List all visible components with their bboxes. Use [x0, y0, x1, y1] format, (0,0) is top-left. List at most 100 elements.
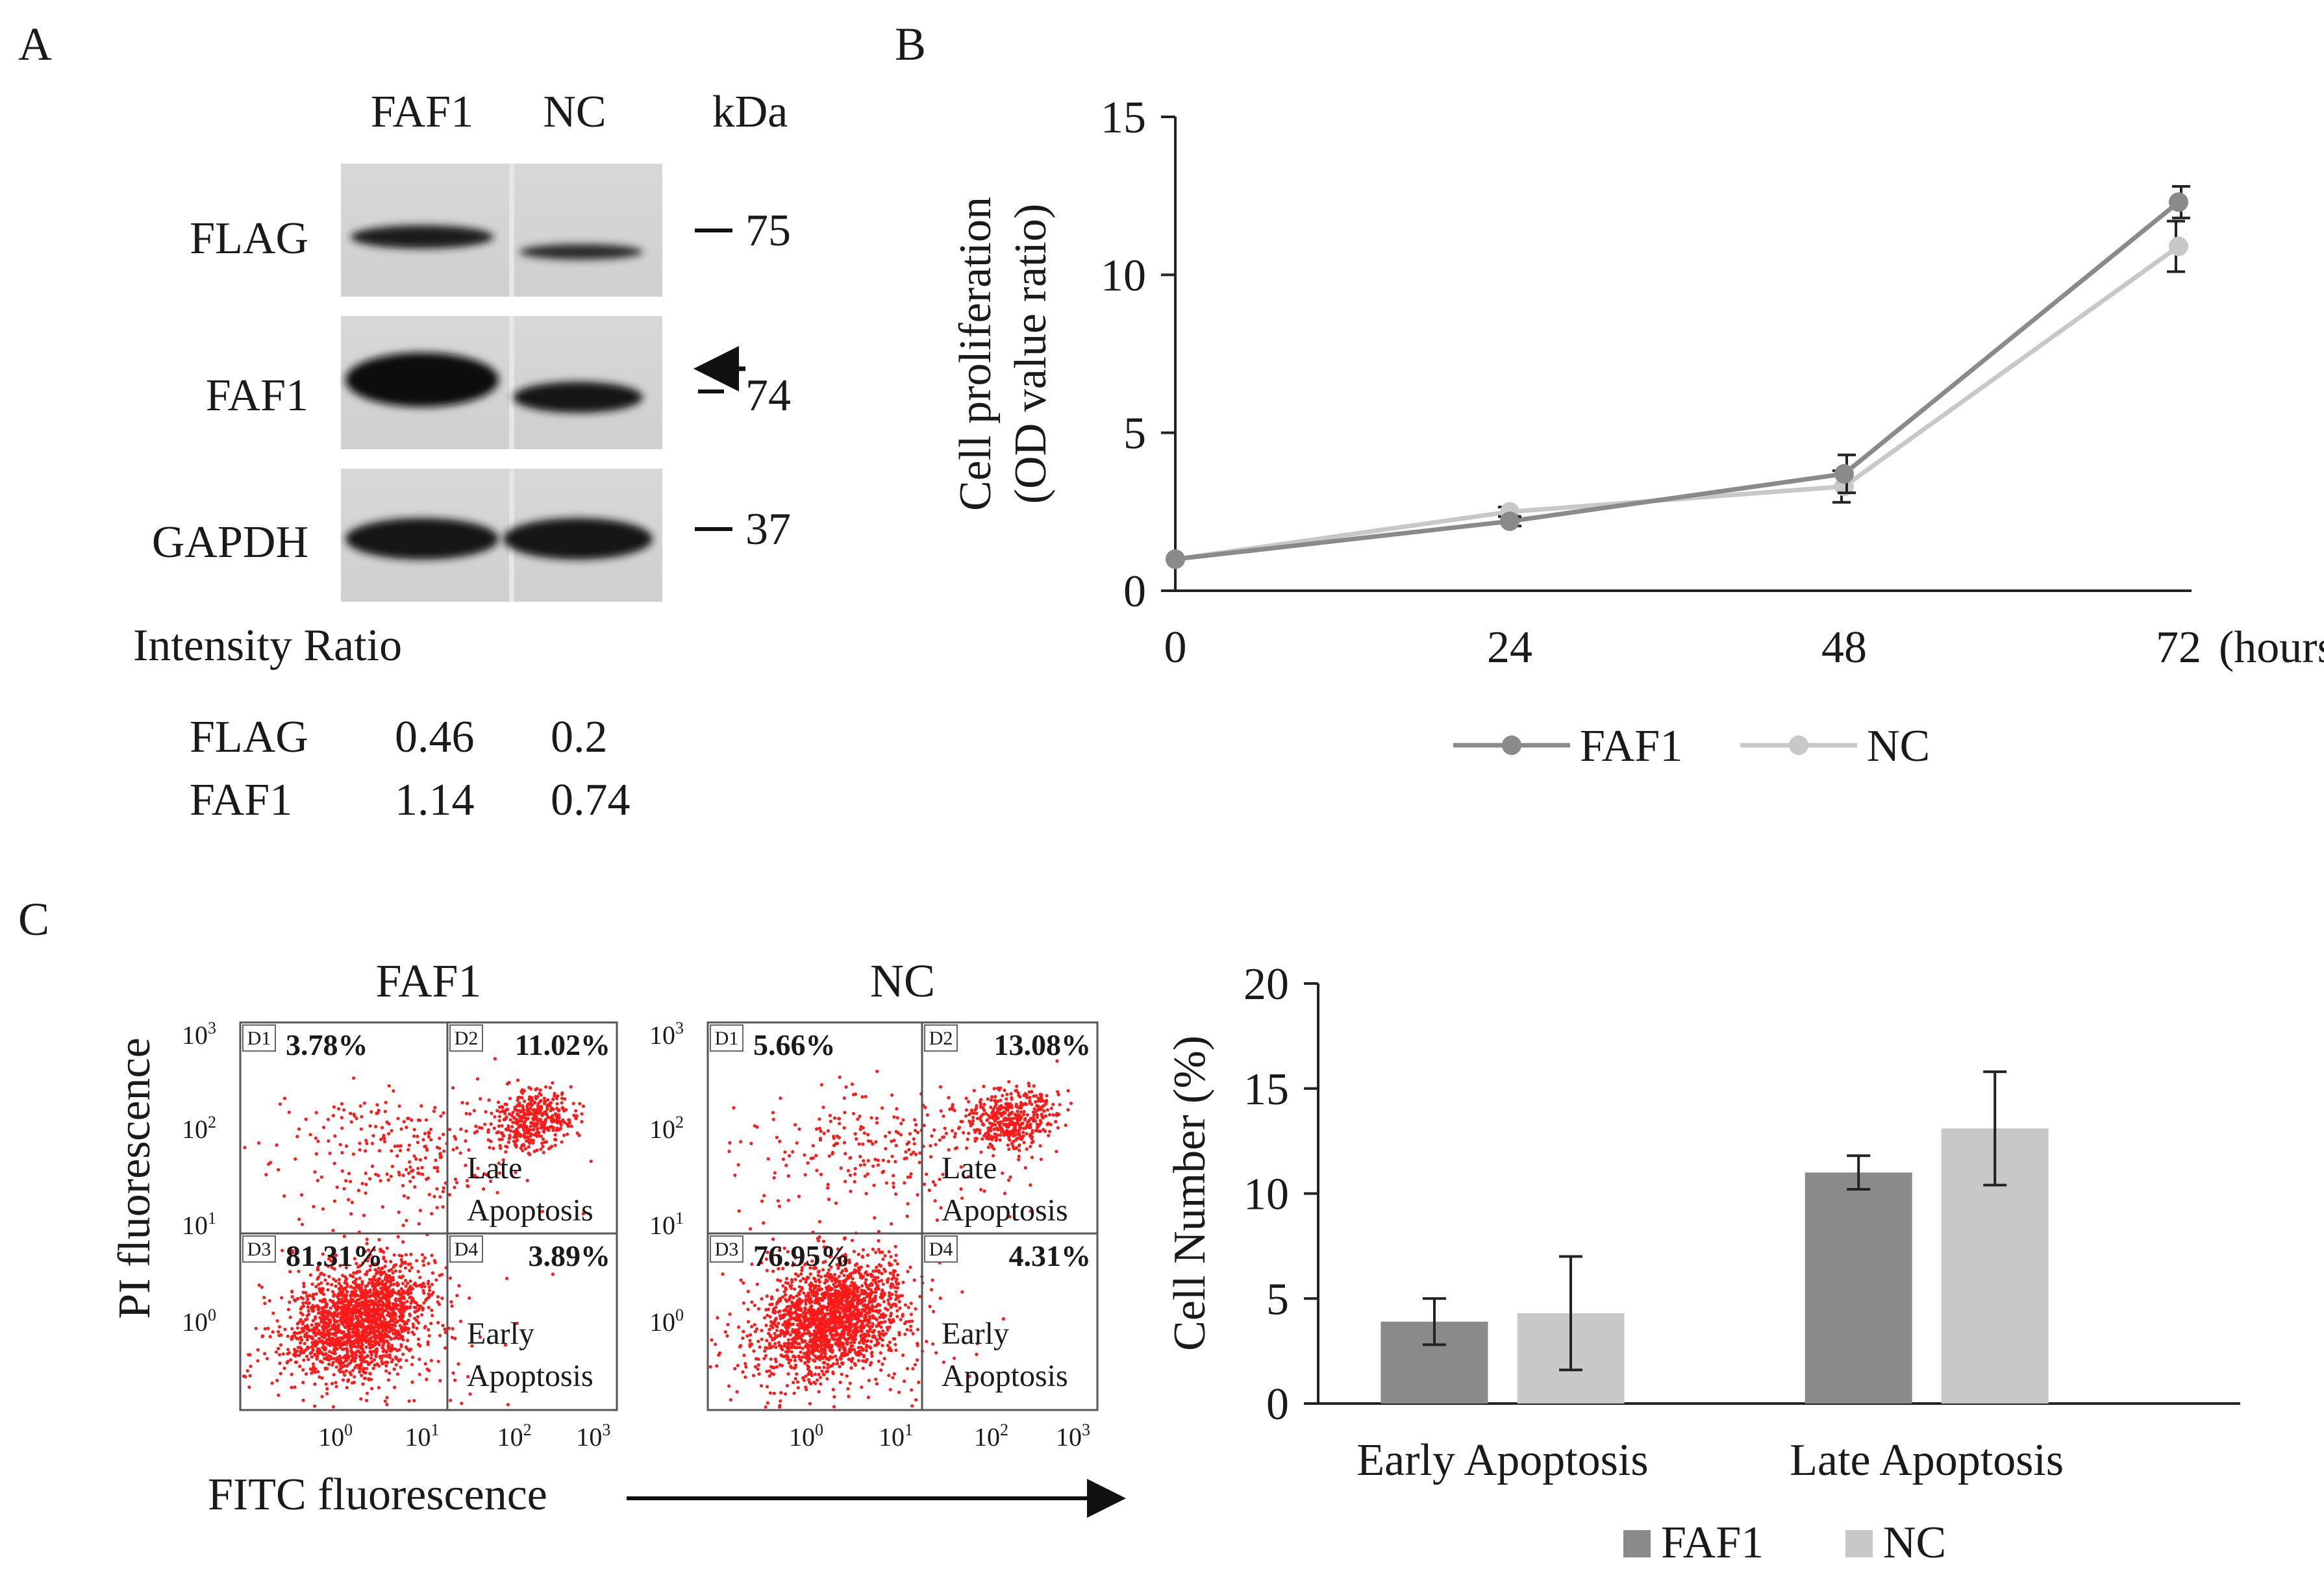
scatter-dot [830, 1363, 834, 1367]
scatter-dot [866, 1159, 870, 1163]
scatter-dot [303, 1342, 306, 1346]
scatter-dot [966, 1137, 969, 1141]
scatter-dot [853, 1167, 857, 1170]
scatter-dot [838, 1347, 842, 1351]
scatter-dot [1030, 1156, 1034, 1159]
scatter-dot [489, 1122, 493, 1126]
scatter-dot [419, 1285, 424, 1289]
scatter-dot [760, 1329, 764, 1333]
scatter-dot [795, 1141, 799, 1145]
scatter-dot [1027, 1084, 1031, 1088]
scatter-dot [377, 1278, 381, 1281]
scatter-dot [1014, 1129, 1018, 1133]
scatter-dot [999, 1107, 1003, 1111]
scatter-dot [1035, 1122, 1039, 1126]
scatter-dot [832, 1116, 837, 1120]
scatter-dot [531, 1098, 534, 1102]
scatter-dot [784, 1163, 788, 1167]
scatter-dot [364, 1345, 368, 1349]
scatter-dot [862, 1303, 866, 1307]
scatter-dot [779, 1353, 783, 1357]
scatter-dot [836, 1247, 840, 1251]
scatter-dot [1055, 1150, 1058, 1154]
scatter-dot [880, 1279, 884, 1283]
scatter-dot [381, 1344, 385, 1348]
scatter-dot [849, 1334, 853, 1338]
scatter-dot [430, 1212, 434, 1216]
scatter-dot [543, 1122, 547, 1126]
scatter-dot [838, 1318, 842, 1322]
scatter-dot [822, 1132, 826, 1135]
scatter-dot [512, 1115, 516, 1119]
scatter-dot [384, 1259, 388, 1263]
scatter-dot [808, 1324, 812, 1328]
scatter-dot [344, 1359, 347, 1363]
scatter-dot [892, 1273, 895, 1277]
scatter-dot [358, 1104, 362, 1108]
scatter-dot [898, 1306, 902, 1310]
scatter-dot [568, 1120, 572, 1124]
scatter-dot [484, 1110, 488, 1114]
scatter-dot [344, 1253, 348, 1257]
scatter-dot [1045, 1108, 1049, 1112]
scatter-dot [381, 1320, 384, 1324]
scatter-dot [739, 1278, 743, 1282]
scatter-dot [316, 1178, 319, 1183]
scatter-dot [335, 1185, 339, 1189]
scatter-dot [406, 1293, 410, 1296]
scatter-dot [392, 1282, 396, 1286]
scatter-dot [847, 1276, 851, 1280]
series-line-faf1 [1175, 200, 2180, 562]
scatter-dot [522, 1099, 527, 1103]
scatter-dot [816, 1292, 819, 1296]
scatter-dot [475, 1175, 479, 1179]
scatter-dot [840, 1302, 845, 1306]
scatter-dot [553, 1112, 558, 1116]
scatter-dot [381, 1205, 385, 1209]
scatter-dot [295, 1349, 299, 1354]
scatter-dot [316, 1277, 319, 1281]
scatter-dot [772, 1372, 776, 1376]
scatter-dot [367, 1363, 371, 1367]
scatter-dot [1021, 1102, 1025, 1107]
scatter-dot [310, 1328, 314, 1332]
scatter-dot [308, 1335, 312, 1339]
scatter-dot [549, 1124, 553, 1128]
scatter-dot [792, 1296, 795, 1300]
scatter-dot [786, 1305, 790, 1309]
scatter-dot [869, 1352, 873, 1355]
scatter-dot [804, 1302, 808, 1306]
scatter-dot [799, 1289, 803, 1293]
scatter-dot [384, 1350, 388, 1354]
scatter-dot [829, 1329, 832, 1333]
scatter-dot [934, 1143, 938, 1146]
scatter-dot [804, 1298, 808, 1302]
scatter-dot [262, 1296, 266, 1300]
scatter-dot [772, 1366, 776, 1370]
scatter-dot [347, 1172, 351, 1176]
scatter-dot [890, 1139, 893, 1143]
scatter-dot [1004, 1106, 1008, 1110]
scatter-dot [432, 1259, 436, 1263]
scatter-dot [529, 1121, 534, 1125]
scatter-dot [360, 1353, 364, 1357]
scatter-dot [799, 1300, 803, 1305]
scatter-dot [379, 1270, 382, 1274]
scatter-dot [842, 1274, 846, 1278]
scatter-dot [375, 1362, 379, 1366]
scatter-dot [763, 1349, 767, 1353]
scatter-dot [1034, 1100, 1038, 1104]
scatter-dot [393, 1347, 397, 1351]
quadrant-label: Apoptosis [467, 1359, 593, 1393]
scatter-dot [560, 1140, 564, 1144]
scatter-dot [1030, 1102, 1034, 1106]
scatter-dot [811, 1347, 815, 1351]
scatter-dot [263, 1352, 267, 1355]
scatter-dot [311, 1348, 315, 1352]
scatter-dot [354, 1289, 358, 1293]
scatter-dot [790, 1300, 794, 1304]
scatter-dot [310, 1355, 314, 1359]
scatter-dot [483, 1122, 487, 1126]
scatter-dot [343, 1304, 347, 1307]
